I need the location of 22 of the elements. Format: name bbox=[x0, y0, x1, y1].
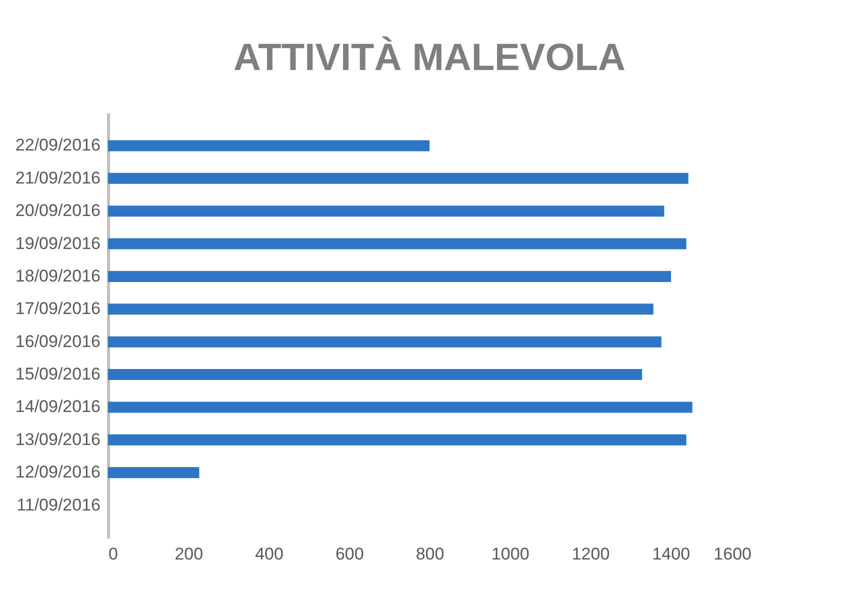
y-tick-label: 13/09/2016 bbox=[15, 430, 100, 449]
y-tick-label: 22/09/2016 bbox=[15, 136, 100, 155]
y-tick-label: 19/09/2016 bbox=[15, 234, 100, 253]
chart-title: ATTIVITÀ MALEVOLA bbox=[234, 36, 626, 79]
y-tick-label: 18/09/2016 bbox=[15, 266, 100, 286]
x-tick-label: 1400 bbox=[652, 544, 690, 564]
x-tick-label: 800 bbox=[416, 544, 444, 564]
y-tick-label: 21/09/2016 bbox=[15, 168, 100, 188]
y-tick-label: 11/09/2016 bbox=[16, 495, 100, 514]
x-tick-label: 0 bbox=[108, 544, 118, 564]
y-tick-label: 16/09/2016 bbox=[15, 332, 100, 351]
x-tick-label: 400 bbox=[255, 544, 284, 564]
y-tick-label: 12/09/2016 bbox=[15, 462, 100, 482]
x-tick-label: 200 bbox=[174, 544, 204, 564]
x-tick-label: 600 bbox=[335, 544, 364, 564]
y-tick-label: 20/09/2016 bbox=[15, 201, 100, 220]
x-tick-label: 1600 bbox=[714, 544, 752, 564]
y-tick-label: 17/09/2016 bbox=[15, 299, 100, 318]
x-tick-label: 1200 bbox=[572, 544, 610, 564]
y-tick-label: 14/09/2016 bbox=[15, 397, 100, 416]
x-tick-label: 1000 bbox=[491, 544, 530, 564]
y-tick-label: 15/09/2016 bbox=[15, 364, 100, 384]
